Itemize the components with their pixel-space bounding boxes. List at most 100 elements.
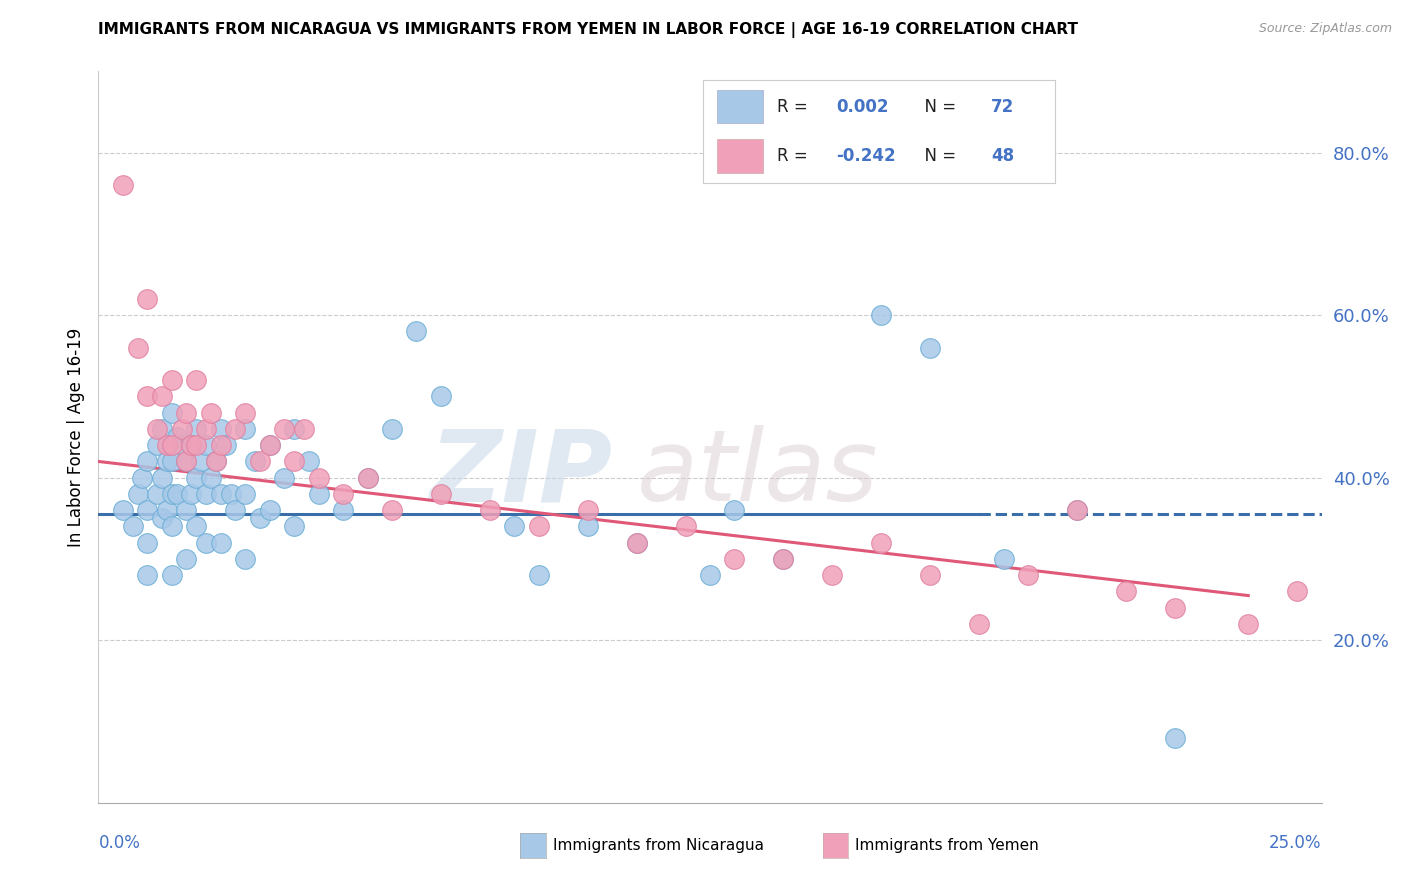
- Point: [150, 389, 173, 403]
- Point: [209, 487, 232, 501]
- Text: Immigrants from Yemen: Immigrants from Yemen: [855, 838, 1039, 853]
- Point: [195, 422, 218, 436]
- Text: R =: R =: [778, 98, 813, 116]
- Point: [527, 568, 550, 582]
- Text: IMMIGRANTS FROM NICARAGUA VS IMMIGRANTS FROM YEMEN IN LABOR FORCE | AGE 16-19 CO: IMMIGRANTS FROM NICARAGUA VS IMMIGRANTS …: [98, 22, 1078, 38]
- Point: [1017, 568, 1039, 582]
- Point: [214, 438, 236, 452]
- Point: [233, 422, 256, 436]
- Point: [209, 422, 232, 436]
- Point: [273, 471, 295, 485]
- Point: [405, 325, 427, 339]
- Point: [723, 552, 745, 566]
- Point: [150, 471, 173, 485]
- Text: atlas: atlas: [637, 425, 879, 522]
- Point: [186, 373, 208, 387]
- Point: [180, 438, 202, 452]
- Text: 0.002: 0.002: [837, 98, 889, 116]
- Point: [176, 406, 198, 420]
- Point: [160, 438, 183, 452]
- Point: [1164, 731, 1187, 745]
- Text: Immigrants from Nicaragua: Immigrants from Nicaragua: [553, 838, 763, 853]
- Point: [308, 471, 330, 485]
- Point: [723, 503, 745, 517]
- Point: [176, 503, 198, 517]
- Point: [870, 535, 893, 549]
- Point: [219, 487, 242, 501]
- Point: [160, 373, 183, 387]
- Point: [224, 503, 246, 517]
- Point: [233, 406, 256, 420]
- Point: [136, 454, 159, 468]
- Point: [160, 487, 183, 501]
- Point: [186, 422, 208, 436]
- Point: [195, 535, 218, 549]
- Point: [195, 438, 218, 452]
- Point: [166, 487, 188, 501]
- Point: [259, 503, 281, 517]
- Text: 25.0%: 25.0%: [1270, 834, 1322, 852]
- Point: [205, 454, 228, 468]
- Point: [1066, 503, 1088, 517]
- Point: [503, 519, 526, 533]
- Point: [920, 341, 942, 355]
- Point: [249, 454, 271, 468]
- Text: 48: 48: [991, 147, 1014, 165]
- Point: [478, 503, 501, 517]
- Point: [283, 519, 305, 533]
- Point: [205, 454, 228, 468]
- Point: [121, 519, 143, 533]
- Point: [195, 487, 218, 501]
- Text: N =: N =: [914, 147, 962, 165]
- Point: [176, 454, 198, 468]
- Point: [772, 552, 794, 566]
- Point: [772, 552, 794, 566]
- Point: [430, 487, 453, 501]
- Point: [430, 389, 453, 403]
- Point: [675, 519, 697, 533]
- Point: [1164, 600, 1187, 615]
- Point: [870, 308, 893, 322]
- Point: [243, 454, 266, 468]
- Point: [127, 341, 149, 355]
- Point: [381, 503, 404, 517]
- Point: [283, 454, 305, 468]
- Point: [283, 422, 305, 436]
- Point: [180, 487, 202, 501]
- Point: [127, 487, 149, 501]
- Point: [160, 519, 183, 533]
- Point: [186, 471, 208, 485]
- Point: [186, 438, 208, 452]
- Point: [131, 471, 153, 485]
- Point: [156, 438, 179, 452]
- Text: R =: R =: [778, 147, 813, 165]
- Point: [160, 406, 183, 420]
- Point: [699, 568, 721, 582]
- Point: [356, 471, 378, 485]
- Point: [170, 422, 193, 436]
- Point: [1066, 503, 1088, 517]
- Point: [626, 535, 648, 549]
- Point: [273, 422, 295, 436]
- Point: [1115, 584, 1137, 599]
- Point: [156, 503, 179, 517]
- Point: [160, 568, 183, 582]
- Point: [111, 178, 134, 193]
- Point: [298, 454, 321, 468]
- Point: [146, 487, 169, 501]
- Point: [150, 422, 173, 436]
- Point: [170, 438, 193, 452]
- Point: [308, 487, 330, 501]
- Point: [233, 487, 256, 501]
- Point: [160, 454, 183, 468]
- Point: [136, 292, 159, 306]
- Point: [176, 552, 198, 566]
- Point: [150, 511, 173, 525]
- Point: [920, 568, 942, 582]
- Point: [166, 430, 188, 444]
- Text: 0.0%: 0.0%: [98, 834, 141, 852]
- Point: [576, 519, 599, 533]
- Point: [576, 503, 599, 517]
- Point: [259, 438, 281, 452]
- Point: [356, 471, 378, 485]
